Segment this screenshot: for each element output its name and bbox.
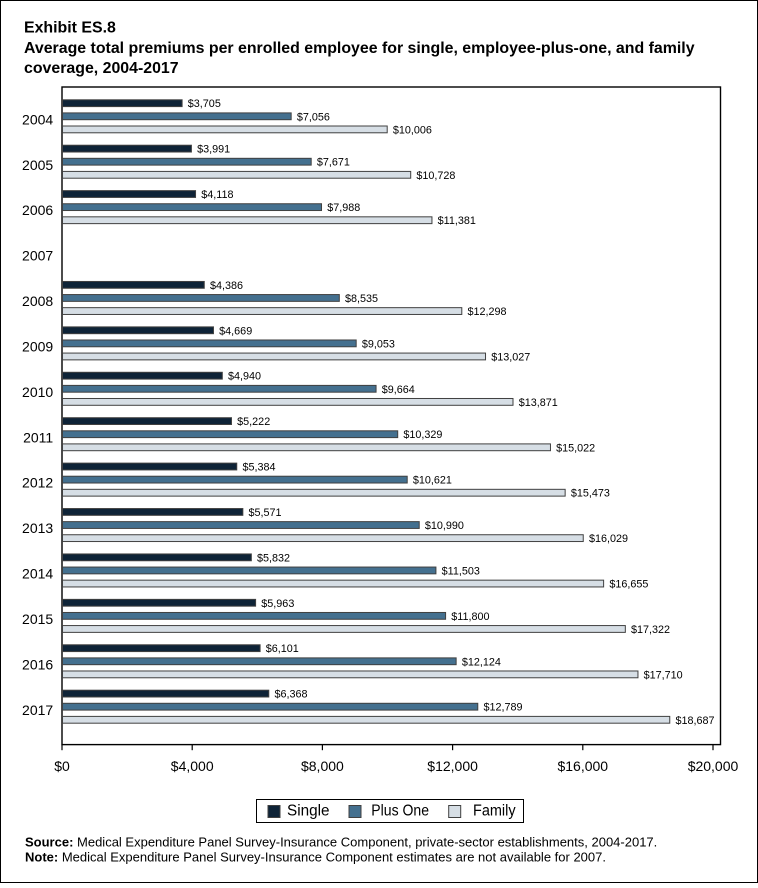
svg-text:2006: 2006 xyxy=(22,202,53,218)
svg-text:2008: 2008 xyxy=(22,293,53,309)
svg-text:2007: 2007 xyxy=(22,248,53,264)
svg-text:Plus One: Plus One xyxy=(371,802,429,819)
svg-text:2011: 2011 xyxy=(23,429,53,445)
svg-text:2012: 2012 xyxy=(22,475,53,491)
svg-text:$8,000: $8,000 xyxy=(301,758,344,774)
svg-text:$6,368: $6,368 xyxy=(274,689,307,701)
svg-text:2013: 2013 xyxy=(22,520,53,536)
svg-text:$7,988: $7,988 xyxy=(327,202,360,214)
svg-text:Source: Medical Expenditure Pa: Source: Medical Expenditure Panel Survey… xyxy=(25,835,657,850)
svg-text:$9,664: $9,664 xyxy=(382,384,415,396)
svg-text:Single: Single xyxy=(287,802,330,819)
svg-text:$5,384: $5,384 xyxy=(242,462,275,474)
svg-text:$17,710: $17,710 xyxy=(644,669,683,681)
svg-text:$15,022: $15,022 xyxy=(556,442,595,454)
svg-text:$4,118: $4,118 xyxy=(201,189,233,201)
svg-text:$7,671: $7,671 xyxy=(317,157,350,169)
svg-text:$5,222: $5,222 xyxy=(237,416,270,428)
svg-text:$3,705: $3,705 xyxy=(188,98,221,110)
svg-text:2005: 2005 xyxy=(22,157,53,173)
svg-text:$6,101: $6,101 xyxy=(266,643,299,655)
svg-text:$9,053: $9,053 xyxy=(362,338,395,350)
svg-text:$4,386: $4,386 xyxy=(210,280,243,292)
svg-text:$10,329: $10,329 xyxy=(403,429,442,441)
svg-text:$4,669: $4,669 xyxy=(219,325,252,337)
svg-text:$20,000: $20,000 xyxy=(688,758,739,774)
svg-text:$18,687: $18,687 xyxy=(675,715,714,727)
svg-text:Exhibit ES.8: Exhibit ES.8 xyxy=(24,20,116,37)
svg-text:2010: 2010 xyxy=(22,384,53,400)
svg-text:$16,655: $16,655 xyxy=(609,579,648,591)
svg-text:2017: 2017 xyxy=(22,702,53,718)
svg-text:$16,029: $16,029 xyxy=(589,533,628,545)
svg-text:$10,006: $10,006 xyxy=(393,124,432,136)
svg-text:Family: Family xyxy=(473,802,516,819)
svg-text:$0: $0 xyxy=(54,758,70,774)
svg-text:$10,728: $10,728 xyxy=(416,170,455,182)
svg-text:$13,027: $13,027 xyxy=(491,351,530,363)
svg-text:$12,124: $12,124 xyxy=(462,656,501,668)
svg-text:$11,381: $11,381 xyxy=(438,215,476,227)
svg-text:2004: 2004 xyxy=(22,111,53,127)
svg-text:$12,298: $12,298 xyxy=(468,306,507,318)
svg-text:$7,056: $7,056 xyxy=(297,111,330,123)
svg-text:$5,571: $5,571 xyxy=(249,507,282,519)
svg-text:$11,503: $11,503 xyxy=(442,565,480,577)
svg-text:2015: 2015 xyxy=(22,611,53,627)
svg-text:$3,991: $3,991 xyxy=(197,144,230,156)
svg-text:$12,000: $12,000 xyxy=(427,758,478,774)
svg-text:$5,832: $5,832 xyxy=(257,552,290,564)
svg-text:$10,621: $10,621 xyxy=(413,475,452,487)
svg-text:coverage, 2004-2017: coverage, 2004-2017 xyxy=(24,60,179,77)
svg-text:$8,535: $8,535 xyxy=(345,293,378,305)
svg-text:$17,322: $17,322 xyxy=(631,624,670,636)
svg-text:Note: Medical Expenditure Pane: Note: Medical Expenditure Panel Survey-I… xyxy=(25,849,606,864)
svg-text:2009: 2009 xyxy=(22,339,53,355)
svg-text:2014: 2014 xyxy=(22,566,53,582)
svg-text:$12,789: $12,789 xyxy=(483,702,522,714)
svg-text:2016: 2016 xyxy=(22,656,53,672)
svg-text:$16,000: $16,000 xyxy=(557,758,608,774)
svg-text:$10,990: $10,990 xyxy=(425,520,464,532)
svg-text:$4,000: $4,000 xyxy=(171,758,214,774)
svg-text:$13,871: $13,871 xyxy=(519,397,558,409)
svg-text:Average total premiums per enr: Average total premiums per enrolled empl… xyxy=(24,40,695,57)
svg-text:$4,940: $4,940 xyxy=(228,371,261,383)
svg-text:$15,473: $15,473 xyxy=(571,488,610,500)
svg-text:$5,963: $5,963 xyxy=(261,598,294,610)
svg-text:$11,800: $11,800 xyxy=(451,611,489,623)
